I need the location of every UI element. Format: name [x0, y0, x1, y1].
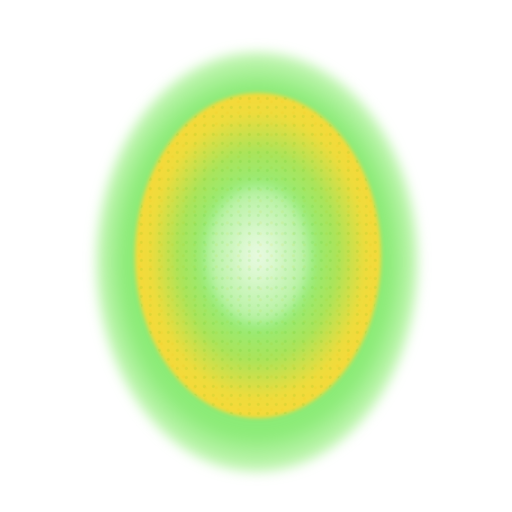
pale-core [205, 185, 311, 325]
texture-speckle [135, 93, 381, 418]
